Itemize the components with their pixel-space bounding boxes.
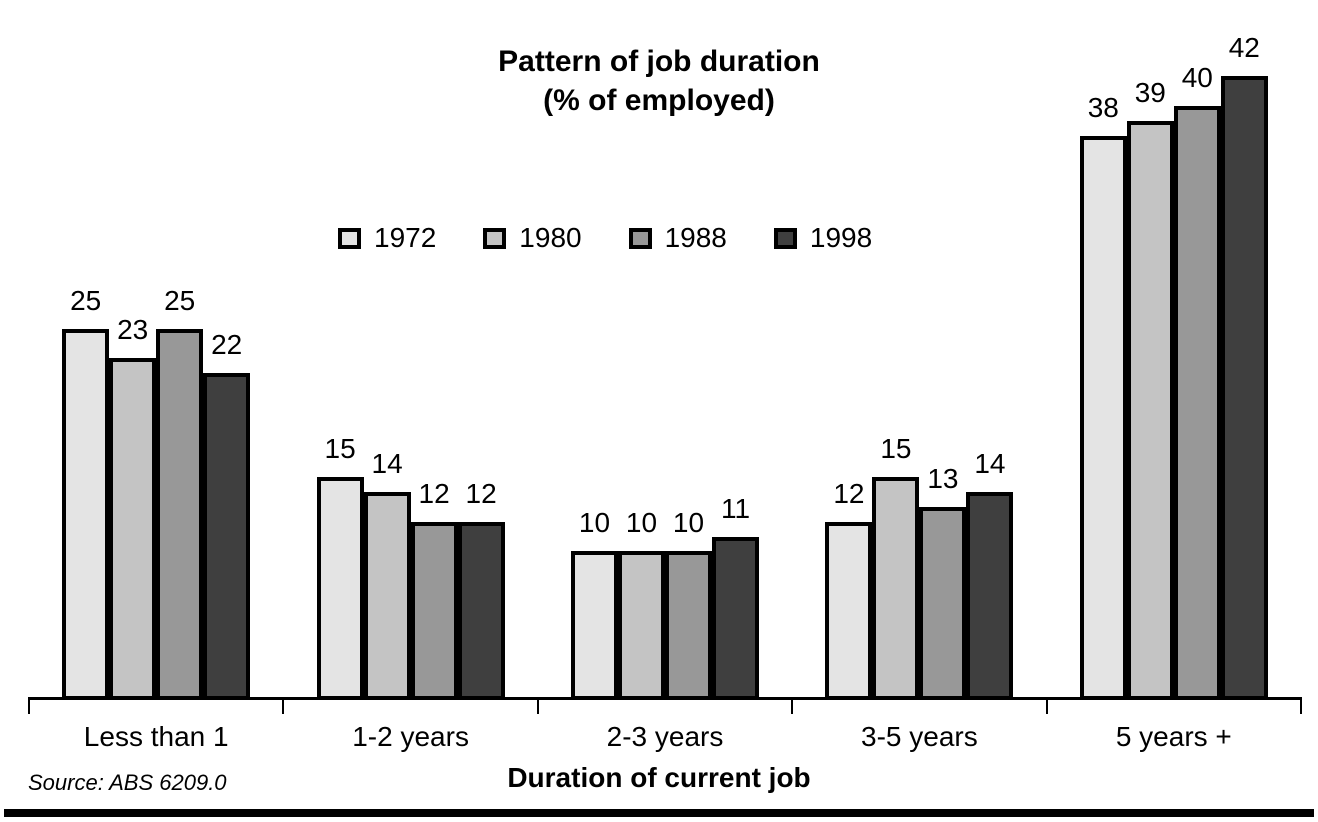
legend-item-1980: 1980 bbox=[483, 222, 582, 254]
bar-1988-5-years bbox=[1173, 106, 1221, 700]
bar-1980-5-years bbox=[1126, 121, 1174, 700]
bar-value-label: 40 bbox=[1181, 62, 1213, 93]
category-label-less-than-1: Less than 1 bbox=[83, 721, 229, 752]
legend-swatch-icon bbox=[338, 227, 361, 249]
chart-title: Pattern of job duration (% of employed) bbox=[0, 42, 1318, 120]
x-axis-tick bbox=[28, 697, 30, 714]
bar-value-label: 14 bbox=[371, 448, 403, 479]
bar-value-label: 15 bbox=[324, 433, 356, 464]
chart-title-line2: (% of employed) bbox=[543, 84, 775, 117]
x-axis-tick bbox=[791, 697, 794, 714]
source-note: Source: ABS 6209.0 bbox=[28, 770, 227, 795]
bar-value-label: 42 bbox=[1228, 32, 1260, 63]
bar-value-label: 12 bbox=[465, 478, 497, 509]
bar-value-label: 39 bbox=[1134, 77, 1166, 108]
chart-title-line1: Pattern of job duration bbox=[498, 45, 820, 78]
bar-1972-3-5-years bbox=[825, 522, 873, 700]
legend-swatch-icon bbox=[628, 227, 652, 249]
legend-item-1988: 1988 bbox=[628, 222, 727, 254]
bar-value-label: 10 bbox=[578, 507, 611, 538]
bar-value-label: 11 bbox=[720, 493, 751, 524]
bar-1988-2-3-years bbox=[665, 551, 712, 700]
bar-value-label: 38 bbox=[1087, 92, 1119, 123]
category-label-1-2-years: 1-2 years bbox=[352, 721, 469, 752]
legend-item-1998: 1998 bbox=[773, 222, 873, 254]
bar-1972-2-3-years bbox=[571, 551, 618, 700]
category-label-5-years: 5 years + bbox=[1115, 721, 1232, 752]
bar-value-label: 12 bbox=[418, 478, 450, 509]
bar-value-label: 22 bbox=[211, 329, 243, 360]
bar-1988-less-than-1 bbox=[156, 329, 204, 700]
legend-label: 1998 bbox=[809, 222, 873, 253]
bar-1980-1-2-years bbox=[363, 492, 411, 700]
bar-1980-3-5-years bbox=[872, 477, 920, 700]
bar-1998-less-than-1 bbox=[203, 373, 251, 700]
legend: 1972 1980 1988 1998 bbox=[338, 222, 872, 254]
legend-swatch-icon bbox=[773, 227, 797, 249]
x-axis-tick bbox=[1300, 697, 1302, 714]
bar-1972-less-than-1 bbox=[62, 329, 110, 700]
legend-label: 1980 bbox=[519, 222, 582, 253]
bar-1988-1-2-years bbox=[410, 522, 458, 700]
bar-1972-5-years bbox=[1079, 136, 1127, 700]
bar-1998-3-5-years bbox=[966, 492, 1014, 700]
legend-label: 1972 bbox=[374, 222, 437, 253]
bar-value-label: 25 bbox=[164, 285, 196, 316]
bar-1980-2-3-years bbox=[618, 551, 665, 700]
bar-value-label: 14 bbox=[974, 448, 1006, 479]
bottom-rule bbox=[4, 809, 1314, 817]
bar-value-label: 10 bbox=[672, 507, 705, 538]
x-axis-tick bbox=[1045, 697, 1048, 714]
bar-1998-2-3-years bbox=[712, 537, 759, 700]
bar-value-label: 25 bbox=[70, 285, 102, 316]
bar-1998-1-2-years bbox=[457, 522, 505, 700]
x-axis-title: Duration of current job bbox=[507, 762, 811, 793]
bar-1972-1-2-years bbox=[316, 477, 364, 700]
legend-item-1972: 1972 bbox=[338, 222, 436, 254]
bar-value-label: 13 bbox=[927, 463, 959, 494]
legend-swatch-icon bbox=[483, 227, 507, 249]
bar-1988-3-5-years bbox=[919, 507, 967, 700]
category-label-3-5-years: 3-5 years bbox=[861, 721, 978, 752]
bar-value-label: 15 bbox=[880, 433, 912, 464]
bar-value-label: 12 bbox=[833, 478, 865, 509]
bar-1980-less-than-1 bbox=[109, 358, 157, 700]
x-axis-tick bbox=[536, 697, 539, 714]
legend-label: 1988 bbox=[664, 222, 727, 253]
bar-value-label: 10 bbox=[625, 507, 658, 538]
bar-value-label: 23 bbox=[117, 314, 149, 345]
category-label-2-3-years: 2-3 years bbox=[606, 721, 724, 752]
bar-1998-5-years bbox=[1220, 76, 1268, 700]
x-axis-tick bbox=[282, 697, 285, 714]
